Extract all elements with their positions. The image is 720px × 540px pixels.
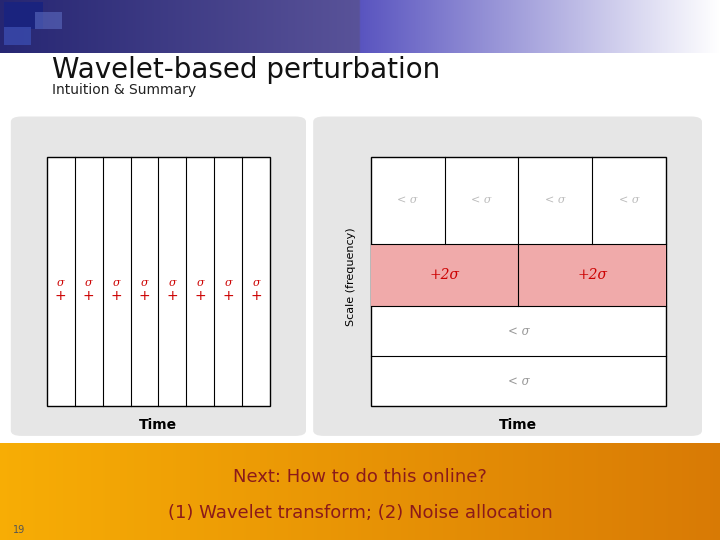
Text: σ: σ xyxy=(85,278,92,288)
Text: (1) Wavelet transform; (2) Noise allocation: (1) Wavelet transform; (2) Noise allocat… xyxy=(168,504,552,522)
Text: Scale (frequency): Scale (frequency) xyxy=(346,227,356,326)
Text: < σ: < σ xyxy=(472,195,492,206)
Text: < σ: < σ xyxy=(508,325,529,338)
Text: Time: Time xyxy=(500,418,537,433)
Text: Time: Time xyxy=(140,418,177,433)
Bar xyxy=(371,244,666,306)
Text: σ: σ xyxy=(252,278,260,288)
Text: +: + xyxy=(194,289,206,303)
Bar xyxy=(4,2,43,29)
Text: σ: σ xyxy=(57,278,65,288)
Text: < σ: < σ xyxy=(619,195,639,206)
Text: σ: σ xyxy=(197,278,204,288)
Text: Intuition & Summary: Intuition & Summary xyxy=(52,83,196,97)
Text: σ: σ xyxy=(113,278,120,288)
Text: Next: How to do this online?: Next: How to do this online? xyxy=(233,468,487,486)
Bar xyxy=(35,12,62,29)
Text: σ: σ xyxy=(168,278,176,288)
Text: +2σ: +2σ xyxy=(577,268,607,282)
Text: σ: σ xyxy=(225,278,232,288)
Bar xyxy=(4,27,31,45)
Text: +2σ: +2σ xyxy=(430,268,459,282)
Text: +: + xyxy=(111,289,122,303)
Text: Wavelet-based perturbation: Wavelet-based perturbation xyxy=(52,56,440,84)
Text: < σ: < σ xyxy=(545,195,565,206)
Text: < σ: < σ xyxy=(397,195,418,206)
Text: +: + xyxy=(55,289,66,303)
Text: +: + xyxy=(139,289,150,303)
Bar xyxy=(47,157,270,406)
Text: < σ: < σ xyxy=(508,375,529,388)
Text: +: + xyxy=(251,289,262,303)
Text: +: + xyxy=(222,289,234,303)
FancyBboxPatch shape xyxy=(11,117,306,436)
Text: 19: 19 xyxy=(13,525,25,535)
Text: +: + xyxy=(83,289,94,303)
Bar xyxy=(371,157,666,406)
FancyBboxPatch shape xyxy=(313,117,702,436)
Text: +: + xyxy=(166,289,178,303)
Text: σ: σ xyxy=(140,278,148,288)
